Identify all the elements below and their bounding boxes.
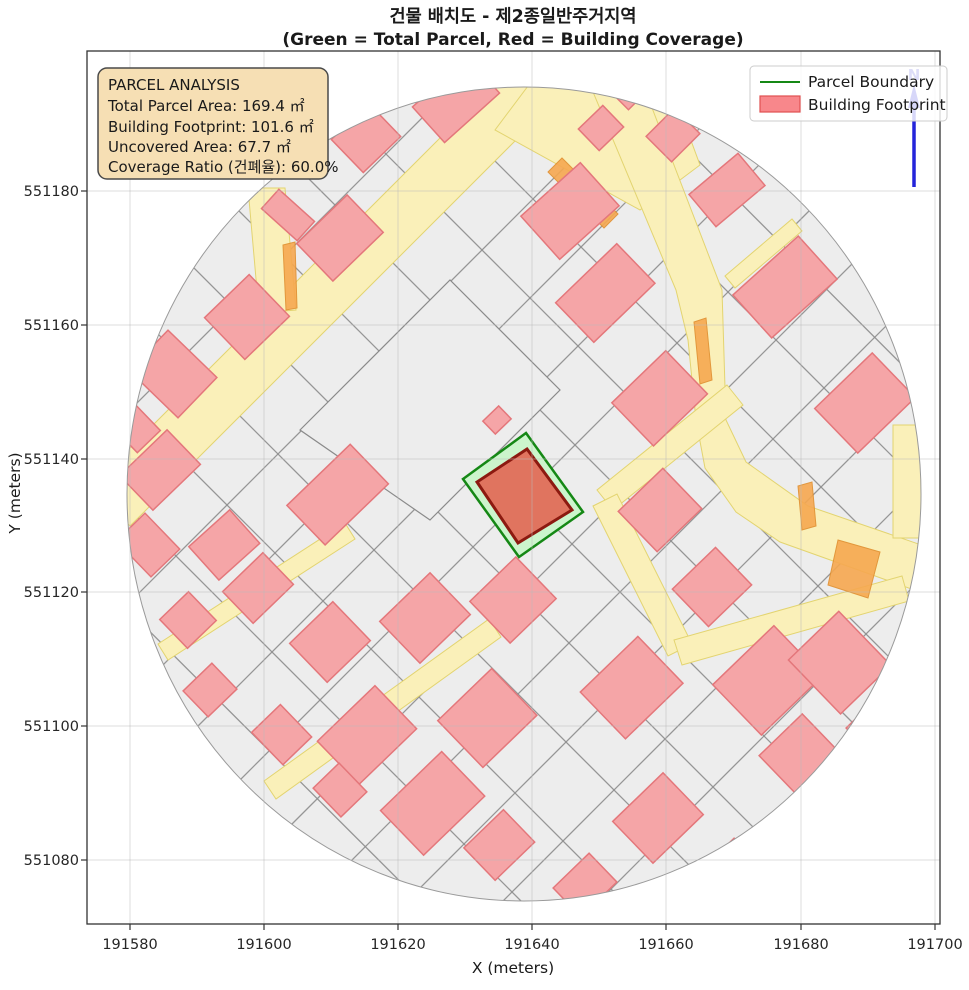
info-line-uncovered: Uncovered Area: 67.7 ㎡: [108, 138, 291, 156]
building-footprint: [221, 551, 295, 625]
info-line-footprint: Building Footprint: 101.6 ㎡: [108, 118, 314, 136]
plot-title: 건물 배치도 - 제2종일반주거지역: [389, 7, 636, 27]
building-footprint: [411, 87, 501, 144]
building-footprint: [671, 546, 753, 628]
building-footprint: [617, 467, 703, 553]
road-branch-northeast: [724, 218, 803, 289]
building-footprint: [127, 512, 181, 578]
y-tick-labels: 551180 551160 551140 551120 551100 55108…: [24, 184, 79, 869]
x-axis-label: X (meters): [472, 959, 554, 977]
road-east-edge: [892, 424, 921, 539]
y-tick-label: 551120: [24, 585, 79, 601]
building-footprint: [316, 684, 418, 786]
y-axis-label: Y (meters): [6, 452, 24, 534]
building-footprint: [731, 234, 839, 340]
axes-frame: [86, 50, 941, 925]
building-footprint: [378, 571, 472, 665]
x-tick-label: 191580: [102, 937, 157, 953]
building-footprint: [127, 428, 202, 512]
legend-label-building: Building Footprint: [808, 96, 946, 114]
y-tick-label: 551140: [24, 452, 79, 468]
building-footprint: [379, 750, 486, 857]
building-footprint: [187, 508, 261, 582]
building-footprint: [577, 104, 625, 152]
building-footprint: [260, 188, 316, 242]
legend: Parcel Boundary Building Footprint: [749, 65, 948, 122]
x-tick-label: 191640: [504, 937, 559, 953]
legend-building-patch-icon: [759, 95, 801, 113]
building-footprint: [436, 667, 538, 769]
info-line-coverage: Coverage Ratio (건폐율): 60.0%: [108, 158, 339, 176]
building-footprint: [611, 771, 705, 865]
building-footprint: [203, 273, 291, 361]
legend-label-parcel: Parcel Boundary: [808, 73, 934, 91]
building-footprint: [462, 808, 536, 882]
building-footprint: [312, 762, 368, 818]
info-line-total-area: Total Parcel Area: 169.4 ㎡: [107, 97, 305, 115]
info-line-title: PARCEL ANALYSIS: [108, 76, 240, 94]
y-tick-label: 551160: [24, 318, 79, 334]
building-footprint: [250, 703, 313, 766]
parcel-analysis-box: PARCEL ANALYSIS Total Parcel Area: 169.4…: [97, 67, 339, 180]
buffer-circle-outline: [126, 86, 922, 902]
parcel-analysis-frame: [97, 67, 329, 180]
building-footprint: [554, 242, 657, 344]
building-footprint: [468, 555, 558, 645]
y-tick-label: 551180: [24, 184, 79, 200]
subject-building-footprint: [474, 446, 575, 546]
building-footprint: [182, 662, 238, 718]
x-tick-label: 191660: [638, 937, 693, 953]
plot-grid: [87, 51, 940, 924]
building-footprint: [519, 161, 621, 261]
x-tick-label: 191600: [236, 937, 291, 953]
building-footprint: [813, 351, 917, 455]
building-footprint: [158, 590, 218, 650]
x-tick-label: 191620: [370, 937, 425, 953]
x-tick-labels: 191580 191600 191620 191640 191660 19168…: [102, 937, 962, 953]
x-tick-label: 191700: [907, 937, 962, 953]
building-footprint: [787, 610, 892, 715]
building-footprint: [610, 349, 709, 448]
y-tick-label: 551100: [24, 719, 79, 735]
plot-subtitle: (Green = Total Parcel, Red = Building Co…: [282, 30, 743, 50]
building-footprint: [579, 635, 685, 740]
building-footprint: [295, 193, 385, 283]
x-tick-label: 191680: [773, 937, 828, 953]
building-footprint: [285, 443, 390, 547]
building-footprint: [481, 404, 513, 436]
building-footprint: [687, 152, 767, 228]
tick-marks: [81, 190, 936, 930]
building-footprint: [288, 600, 372, 684]
y-tick-label: 551080: [24, 853, 79, 869]
